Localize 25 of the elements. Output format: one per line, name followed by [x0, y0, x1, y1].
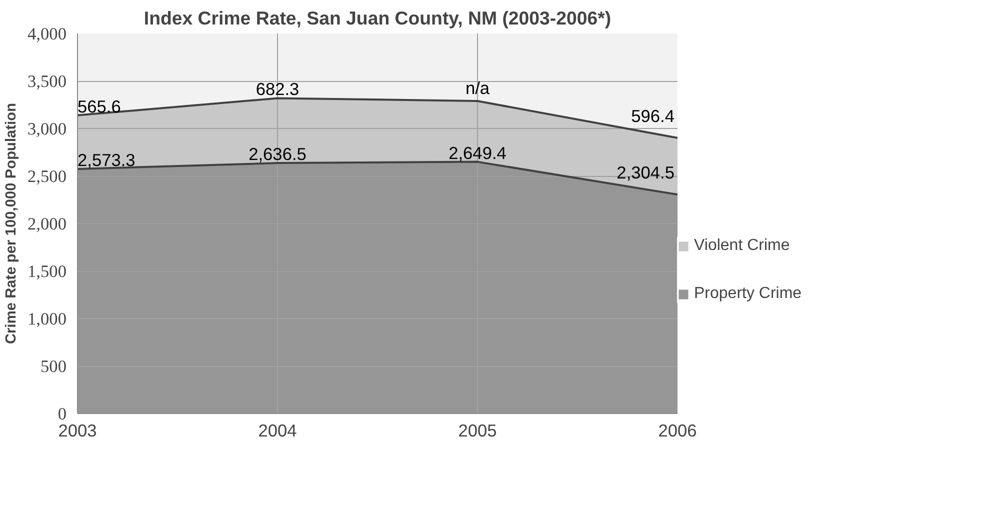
data-label: 596.4: [631, 106, 675, 126]
y-tick-label: 4,000: [28, 24, 67, 44]
y-tick-label: 1,500: [28, 262, 67, 281]
y-axis-title: Crime Rate per 100,000 Population: [4, 102, 20, 344]
x-tick-label: 2006: [658, 420, 697, 440]
data-label: 2,573.3: [78, 150, 136, 170]
data-label: n/a: [465, 78, 490, 98]
series-label: Violent Crime: [694, 237, 790, 255]
data-label: 2,649.4: [448, 142, 507, 163]
data-label: 2,636.5: [248, 144, 306, 164]
y-tick-label: 3,000: [28, 120, 67, 138]
y-tick-label: 0: [58, 404, 67, 424]
x-tick-label: 2003: [58, 420, 97, 440]
data-label: 2,304.5: [616, 162, 675, 183]
y-tick-label: 2,000: [28, 214, 67, 234]
y-tick-label: 2,500: [28, 167, 67, 186]
series-label: Property Crime: [694, 285, 802, 303]
y-tick-label: 1,000: [28, 310, 67, 328]
y-tick-label: 3,500: [28, 72, 67, 91]
chart-title: Index Crime Rate, San Juan County, NM (2003-2006*): [144, 8, 612, 28]
data-label: 682.3: [256, 79, 300, 100]
x-tick-label: 2005: [458, 420, 497, 440]
x-tick-label: 2004: [258, 420, 298, 440]
y-tick-label: 500: [40, 357, 67, 376]
data-label: 565.6: [78, 96, 121, 116]
